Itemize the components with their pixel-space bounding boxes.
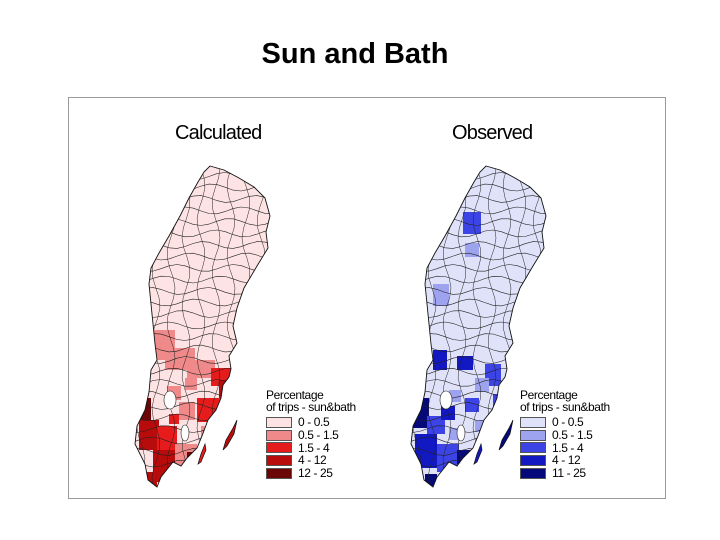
municipality-boundary — [196, 167, 206, 487]
legend-class-row: 1.5 - 4 — [520, 441, 610, 454]
island-oland — [197, 442, 207, 465]
legend-swatch — [520, 429, 546, 441]
municipality-shading — [135, 398, 151, 420]
observed-map-title: Observed — [452, 122, 533, 144]
legend-class-label: 1.5 - 4 — [552, 440, 584, 455]
legend-swatch — [266, 429, 292, 441]
municipality-shading — [185, 378, 197, 390]
legend-class-label: 1.5 - 4 — [298, 440, 330, 455]
legend-class-label: 4 - 12 — [552, 453, 581, 468]
legend-swatch — [520, 454, 546, 466]
island-gotland — [498, 419, 514, 451]
maps-canvas — [134, 165, 547, 488]
legend-class-row: 0.5 - 1.5 — [520, 429, 610, 442]
municipality-shading — [179, 402, 195, 420]
legend-swatch — [266, 442, 292, 454]
legend-class-label: 12 - 25 — [298, 466, 333, 481]
legend-class-row: 4 - 12 — [520, 454, 610, 467]
legend-class-label: 0.5 - 1.5 — [298, 428, 339, 443]
legend-swatch — [520, 442, 546, 454]
legend-class-label: 0 - 0.5 — [298, 415, 330, 430]
observed-legend: Percentage of trips - sun&bath 0 - 0.5 0… — [520, 389, 610, 479]
legend-class-row: 1.5 - 4 — [266, 441, 356, 454]
legend-swatch — [266, 454, 292, 466]
slide-title: Sun and Bath — [261, 38, 449, 70]
legend-class-label: 0.5 - 1.5 — [552, 428, 593, 443]
legend-class-label: 0 - 0.5 — [552, 415, 584, 430]
municipality-shading — [465, 398, 479, 412]
legend-class-row: 11 - 25 — [520, 467, 610, 480]
municipality-shading — [437, 444, 459, 472]
municipality-shading — [175, 444, 197, 466]
municipality-shading — [427, 416, 445, 434]
lake-shape — [163, 390, 177, 410]
municipality-shading — [139, 420, 159, 450]
legend-class-label: 4 - 12 — [298, 453, 327, 468]
municipality-shading — [425, 474, 437, 486]
legend-class-row: 12 - 25 — [266, 467, 356, 480]
municipality-boundary — [472, 167, 482, 487]
municipality-shading — [465, 243, 479, 257]
legend-class-row: 0 - 0.5 — [266, 416, 356, 429]
lake-shape — [180, 424, 190, 442]
sweden-outline — [134, 165, 271, 488]
municipality-shading — [463, 212, 481, 234]
municipality-shading — [433, 350, 447, 370]
legend-class-row: 0.5 - 1.5 — [266, 429, 356, 442]
map-frame: Calculated Observed Percentage of trips … — [68, 97, 666, 499]
observed-legend-title-line1: Percentage — [520, 388, 578, 402]
calculated-legend-title-line2: of trips - sun&bath — [266, 400, 356, 414]
lake-shape — [439, 390, 453, 410]
legend-class-label: 11 - 25 — [552, 466, 586, 481]
calculated-legend: Percentage of trips - sun&bath 0 - 0.5 0… — [266, 389, 356, 479]
municipality-shading — [475, 378, 489, 392]
island-oland — [473, 442, 483, 465]
lake-shape — [456, 424, 466, 442]
legend-swatch — [520, 467, 546, 479]
calculated-sweden-map — [134, 165, 271, 488]
municipality-shading — [157, 426, 177, 452]
municipality-shading — [475, 420, 487, 432]
legend-class-row: 4 - 12 — [266, 454, 356, 467]
observed-legend-title-line2: of trips - sun&bath — [520, 400, 610, 414]
legend-swatch — [266, 467, 292, 479]
legend-swatch — [266, 416, 292, 428]
sweden-outline — [410, 165, 547, 488]
island-gotland — [222, 419, 238, 451]
calculated-legend-title-line1: Percentage — [266, 388, 324, 402]
legend-class-row: 0 - 0.5 — [520, 416, 610, 429]
municipality-shading — [457, 356, 473, 370]
legend-swatch — [520, 416, 546, 428]
calculated-map-title: Calculated — [175, 122, 262, 144]
